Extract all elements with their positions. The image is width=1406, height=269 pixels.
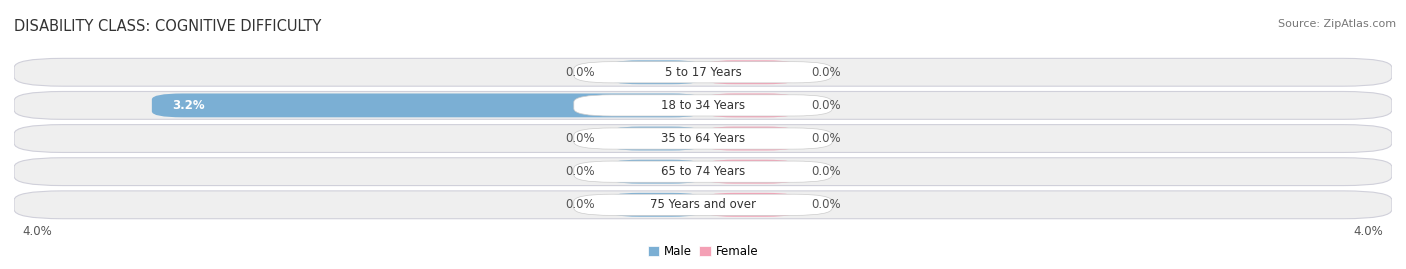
Text: 0.0%: 0.0% (811, 198, 841, 211)
FancyBboxPatch shape (574, 128, 832, 149)
FancyBboxPatch shape (609, 193, 703, 217)
Text: DISABILITY CLASS: COGNITIVE DIFFICULTY: DISABILITY CLASS: COGNITIVE DIFFICULTY (14, 19, 322, 34)
FancyBboxPatch shape (14, 191, 1392, 219)
Text: 4.0%: 4.0% (22, 225, 52, 238)
FancyBboxPatch shape (703, 60, 797, 84)
Legend: Male, Female: Male, Female (643, 240, 763, 262)
FancyBboxPatch shape (609, 127, 703, 150)
Text: 65 to 74 Years: 65 to 74 Years (661, 165, 745, 178)
Text: Source: ZipAtlas.com: Source: ZipAtlas.com (1278, 19, 1396, 29)
Text: 0.0%: 0.0% (565, 132, 595, 145)
Text: 0.0%: 0.0% (565, 66, 595, 79)
FancyBboxPatch shape (609, 60, 703, 84)
Text: 0.0%: 0.0% (811, 132, 841, 145)
FancyBboxPatch shape (152, 94, 703, 117)
Text: 0.0%: 0.0% (811, 99, 841, 112)
Text: 4.0%: 4.0% (1354, 225, 1384, 238)
Text: 35 to 64 Years: 35 to 64 Years (661, 132, 745, 145)
FancyBboxPatch shape (574, 161, 832, 182)
Text: 75 Years and over: 75 Years and over (650, 198, 756, 211)
FancyBboxPatch shape (574, 194, 832, 215)
FancyBboxPatch shape (574, 62, 832, 83)
Text: 3.2%: 3.2% (173, 99, 205, 112)
Text: 0.0%: 0.0% (565, 165, 595, 178)
FancyBboxPatch shape (14, 125, 1392, 153)
Text: 5 to 17 Years: 5 to 17 Years (665, 66, 741, 79)
Text: 0.0%: 0.0% (811, 66, 841, 79)
FancyBboxPatch shape (14, 58, 1392, 86)
Text: 0.0%: 0.0% (811, 165, 841, 178)
FancyBboxPatch shape (609, 160, 703, 183)
FancyBboxPatch shape (574, 95, 832, 116)
Text: 0.0%: 0.0% (565, 198, 595, 211)
FancyBboxPatch shape (703, 160, 797, 183)
Text: 18 to 34 Years: 18 to 34 Years (661, 99, 745, 112)
FancyBboxPatch shape (703, 94, 797, 117)
FancyBboxPatch shape (14, 91, 1392, 119)
FancyBboxPatch shape (703, 127, 797, 150)
FancyBboxPatch shape (703, 193, 797, 217)
FancyBboxPatch shape (14, 158, 1392, 186)
